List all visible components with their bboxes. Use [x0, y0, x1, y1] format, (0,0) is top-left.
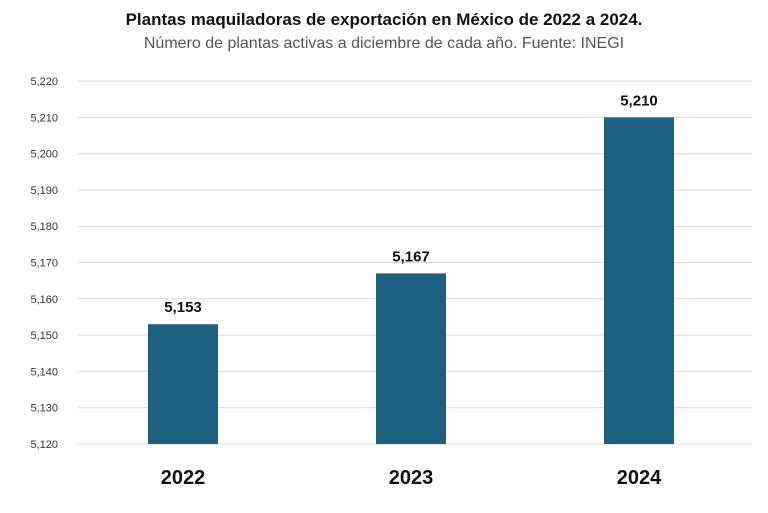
x-axis: 2022 2023 2024	[161, 467, 662, 489]
y-tick-label: 5,210	[30, 112, 58, 124]
chart-title: Plantas maquiladoras de exportación en M…	[125, 10, 643, 29]
bars	[148, 117, 674, 445]
x-tick-label-2022: 2022	[161, 467, 206, 489]
bar-2022	[148, 324, 218, 444]
y-tick-label: 5,190	[30, 185, 58, 197]
y-tick-label: 5,150	[30, 330, 58, 342]
y-tick-label: 5,130	[30, 403, 58, 415]
y-axis: 5,120 5,130 5,140 5,150 5,160 5,170 5,180 5,190…	[30, 76, 58, 451]
data-label-2022: 5,153	[164, 299, 202, 316]
y-tick-label: 5,140	[30, 366, 58, 378]
data-labels: 5,153 5,167 5,210	[164, 92, 658, 316]
chart-subtitle: Número de plantas activas a diciembre de…	[143, 35, 625, 52]
y-tick-label: 5,180	[30, 221, 58, 233]
y-tick-label: 5,120	[30, 439, 58, 451]
y-tick-label: 5,200	[30, 149, 58, 161]
x-tick-label-2024: 2024	[617, 467, 662, 489]
y-tick-label: 5,170	[30, 258, 58, 270]
bar-2024	[604, 117, 674, 445]
data-label-2023: 5,167	[392, 248, 430, 265]
data-label-2024: 5,210	[620, 92, 658, 109]
bar-2023	[376, 273, 446, 444]
y-tick-label: 5,220	[30, 76, 58, 88]
y-tick-label: 5,160	[30, 294, 58, 306]
x-tick-label-2023: 2023	[389, 467, 434, 489]
